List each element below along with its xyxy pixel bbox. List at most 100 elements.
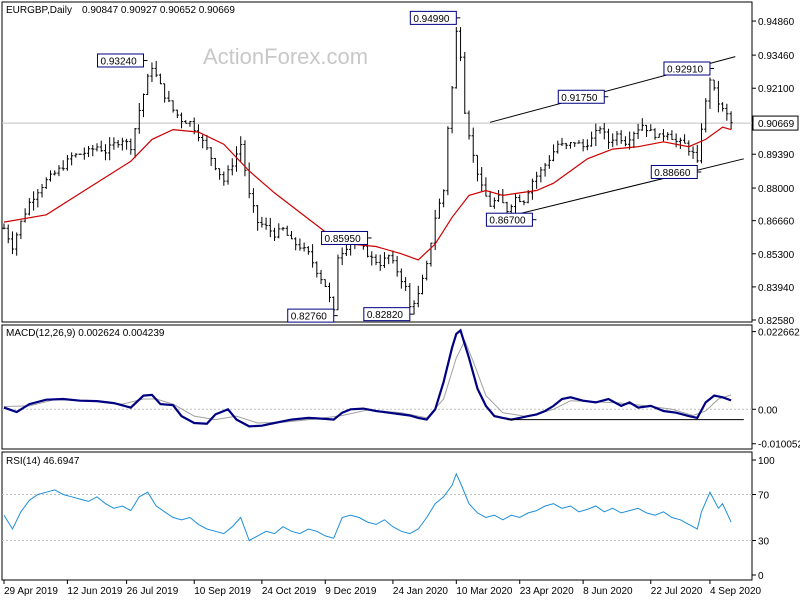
price-annotation-text: 0.85950 <box>325 234 362 245</box>
rsi-series-group <box>2 472 752 542</box>
price-annotation: 0.82760 <box>287 308 338 323</box>
ohlc-bar <box>53 170 57 176</box>
ohlc-bar <box>31 191 36 211</box>
date-tick-label: 26 Jul 2019 <box>127 586 179 597</box>
date-tick-label: 24 Jan 2020 <box>393 586 448 597</box>
ohlc-bar <box>319 269 323 284</box>
macd-line <box>3 328 732 428</box>
ohlc-bar <box>454 27 458 89</box>
ohlc-bar <box>606 128 611 150</box>
ohlc-bar <box>543 162 547 177</box>
ohlc-bar <box>636 123 640 139</box>
ohlc-bar <box>188 120 192 127</box>
ohlc-bar <box>598 126 602 134</box>
ohlc-bar <box>205 134 209 151</box>
ohlc-bar <box>577 140 581 144</box>
ohlc-bar <box>239 136 243 162</box>
ohlc-bar <box>285 225 289 236</box>
ohlc-bar <box>458 27 463 62</box>
ohlc-bar <box>725 103 729 121</box>
ohlc-bar <box>103 144 108 161</box>
ohlc-bar <box>61 160 65 171</box>
ohlc-bar <box>628 131 632 150</box>
ohlc-bar <box>2 223 6 230</box>
ohlc-bar <box>323 279 327 287</box>
price-annotation-box <box>321 230 369 245</box>
date-tick-label: 12 Jun 2019 <box>67 586 122 597</box>
ohlc-bar <box>222 171 226 186</box>
ohlc-bar <box>264 217 268 230</box>
ohlc-bar <box>687 140 691 156</box>
ohlc-bar <box>243 140 247 177</box>
price-annotation-text: 0.88660 <box>654 168 691 179</box>
ohlc-bar <box>158 73 163 85</box>
ohlc-bar <box>425 260 429 281</box>
ohlc-bar <box>704 98 708 133</box>
ohlc-bar <box>133 128 137 159</box>
ohlc-bar <box>213 157 217 171</box>
ohlc-bar <box>175 109 179 119</box>
ohlc-bar <box>403 277 408 291</box>
date-tick-label: 10 Sep 2019 <box>194 586 251 597</box>
ohlc-bar <box>391 250 395 264</box>
ohlc-bar <box>551 144 556 162</box>
ohlc-bar <box>74 153 78 158</box>
ohlc-readout: 0.90847 0.90927 0.90652 0.90669 <box>82 5 235 16</box>
ohlc-bar <box>327 282 332 303</box>
ohlc-bar <box>399 268 403 289</box>
price-tick-label: 0.88000 <box>758 184 795 195</box>
date-tick-label: 10 Mar 2020 <box>456 586 513 597</box>
ohlc-bar <box>201 134 205 149</box>
ohlc-bar <box>619 130 623 144</box>
ohlc-bar <box>488 190 492 207</box>
ohlc-bar <box>272 227 277 242</box>
ohlc-bar <box>230 158 234 176</box>
ohlc-bar <box>420 274 425 295</box>
price-annotation-box <box>363 307 411 322</box>
ohlc-bar <box>589 131 594 147</box>
ohlc-bar <box>268 217 272 238</box>
date-tick-label: 29 Apr 2019 <box>4 586 58 597</box>
ohlc-bar <box>568 142 573 149</box>
ohlc-bar <box>179 112 184 129</box>
ohlc-bar <box>505 201 509 215</box>
ohlc-bar <box>437 198 442 219</box>
ohlc-bar <box>480 167 484 192</box>
macd-title: MACD(12,26,9) 0.002624 0.004239 <box>6 328 165 339</box>
ohlc-bar <box>382 252 387 268</box>
price-annotation-text: 0.91750 <box>561 93 598 104</box>
ohlc-bar <box>446 126 450 196</box>
price-annotation-text: 0.82760 <box>291 312 328 323</box>
price-panel <box>1 1 753 323</box>
ohlc-bar <box>678 137 682 149</box>
ohlc-bar <box>116 139 120 148</box>
ohlc-bar <box>623 136 628 147</box>
ohlc-bar <box>196 124 201 142</box>
rsi-line <box>3 472 732 542</box>
price-annotation: 0.91750 <box>557 89 609 104</box>
macd-tick-label: -0.010052 <box>758 440 800 451</box>
ohlc-bar <box>653 128 657 140</box>
ohlc-bar <box>129 138 133 155</box>
ohlc-bar <box>602 122 606 140</box>
ohlc-bar <box>564 142 568 150</box>
ohlc-bar <box>370 251 374 266</box>
ohlc-bar <box>594 123 598 147</box>
current-price-tag <box>752 115 799 131</box>
ohlc-bar <box>184 120 188 124</box>
price-annotation-box <box>650 164 698 179</box>
ohlc-bar <box>57 165 61 177</box>
price-annotation-box <box>663 61 711 76</box>
ohlc-bar <box>154 61 158 78</box>
ohlc-bar <box>644 124 649 137</box>
ohlc-bar <box>217 168 222 180</box>
ohlc-bar <box>146 73 150 96</box>
ohlc-bar <box>492 197 496 209</box>
ohlc-bar <box>484 177 488 197</box>
ohlc-bar <box>729 111 733 130</box>
ohlc-bar <box>518 194 522 203</box>
ohlc-bar <box>395 255 399 277</box>
ohlc-bar <box>19 220 23 240</box>
ohlc-bar <box>712 79 716 91</box>
rsi-tick-label: 0 <box>758 571 764 582</box>
